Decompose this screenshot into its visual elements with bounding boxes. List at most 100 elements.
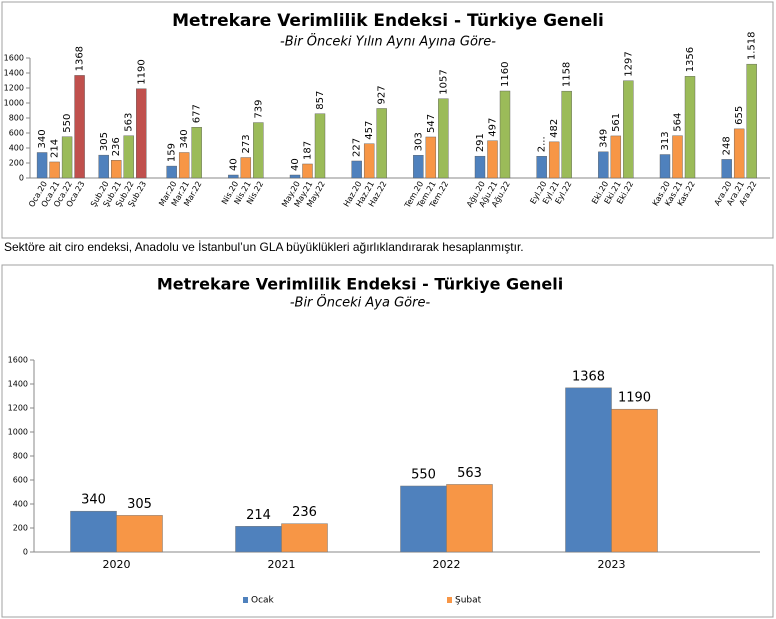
- y-tick-label: 0: [19, 174, 24, 183]
- value-label: 1368: [572, 369, 605, 384]
- bar: [123, 135, 134, 179]
- value-label: 1158: [562, 62, 573, 87]
- bar: [166, 165, 177, 179]
- note: Sektöre ait ciro endeksi, Anadolu ve İst…: [4, 240, 524, 254]
- y-tick-label: 1400: [4, 69, 24, 78]
- bar: [36, 152, 48, 179]
- chart-title: Metrekare Verimlilik Endeksi - Türkiye G…: [157, 275, 563, 294]
- bar: [235, 526, 282, 553]
- bar: [116, 515, 163, 553]
- chart-frame: [1, 1, 774, 239]
- bar: [561, 90, 572, 179]
- value-label: 236: [292, 505, 317, 520]
- chart-subtitle: -Bir Önceki Yılın Aynı Ayına Göre-: [280, 33, 496, 50]
- bar: [413, 155, 424, 179]
- bar: [302, 163, 313, 179]
- legend-swatch: [243, 597, 248, 603]
- bar: [178, 152, 190, 179]
- bar: [240, 157, 252, 179]
- bar: [400, 485, 447, 553]
- y-tick-label: 1600: [8, 356, 28, 365]
- bar: [548, 141, 560, 179]
- value-label: 1057: [438, 69, 449, 94]
- value-label: 214: [50, 139, 61, 158]
- value-label: 305: [127, 497, 152, 512]
- bar: [672, 135, 683, 179]
- value-label: 159: [167, 143, 178, 162]
- y-tick-label: 200: [9, 159, 24, 168]
- value-label: 457: [364, 121, 375, 140]
- value-label: 1160: [500, 62, 511, 87]
- chart-title: Metrekare Verimlilik Endeksi - Türkiye G…: [172, 11, 604, 31]
- legend-swatch: [447, 597, 452, 603]
- x-tick-label: 2023: [598, 558, 626, 571]
- bar: [610, 135, 622, 179]
- chart-subtitle: -Bir Önceki Aya Göre-: [290, 294, 431, 311]
- bar: [376, 108, 387, 179]
- value-label: 677: [192, 104, 203, 123]
- bar: [565, 387, 612, 553]
- bar: [314, 113, 326, 179]
- bar: [438, 98, 449, 179]
- bar: [474, 155, 486, 179]
- bar: [253, 122, 264, 179]
- legend-label: Şubat: [455, 596, 482, 606]
- bar: [191, 127, 202, 179]
- bar: [425, 136, 437, 179]
- y-tick-label: 200: [13, 524, 28, 533]
- value-label: 563: [457, 466, 482, 481]
- bar: [499, 90, 511, 179]
- value-label: 291: [475, 133, 486, 152]
- bar: [733, 128, 745, 179]
- value-label: 340: [37, 129, 48, 148]
- bar: [721, 159, 732, 179]
- value-label: 227: [352, 138, 363, 157]
- value-label: 1.518: [747, 32, 758, 61]
- bar: [74, 75, 85, 179]
- bar: [611, 408, 658, 553]
- value-label: 1356: [685, 47, 696, 72]
- y-tick-label: 400: [13, 500, 28, 509]
- value-label: 40: [228, 158, 239, 171]
- value-label: 497: [488, 118, 499, 137]
- value-label: 236: [111, 137, 122, 156]
- bar: [228, 174, 239, 179]
- bar: [598, 151, 609, 179]
- value-label: 561: [611, 113, 622, 132]
- y-tick-label: 800: [13, 452, 28, 461]
- value-label: 1190: [618, 391, 651, 406]
- value-label: 1297: [623, 51, 634, 76]
- bar: [136, 88, 147, 179]
- value-label: 273: [241, 134, 252, 153]
- x-tick-label: 2020: [103, 558, 131, 571]
- bar: [351, 160, 362, 179]
- x-tick-label: 2021: [268, 558, 296, 571]
- y-tick-label: 800: [9, 114, 24, 123]
- value-label: 248: [722, 136, 733, 155]
- value-label: 564: [673, 113, 684, 132]
- y-tick-label: 600: [9, 129, 24, 138]
- value-label: 349: [598, 129, 609, 148]
- value-label: 303: [413, 132, 424, 151]
- y-tick-label: 1000: [8, 428, 28, 437]
- bar: [49, 161, 60, 179]
- value-label: 187: [303, 141, 314, 160]
- y-tick-label: 400: [9, 144, 24, 153]
- bar: [70, 510, 117, 553]
- bar: [363, 143, 375, 179]
- value-label: 482: [549, 119, 560, 138]
- value-label: 40: [290, 158, 301, 171]
- y-tick-label: 1400: [8, 380, 28, 389]
- value-label: 305: [99, 132, 110, 151]
- value-label: 2...: [537, 136, 548, 152]
- bar: [536, 156, 547, 179]
- value-label: 1190: [136, 59, 147, 84]
- bar: [289, 174, 301, 179]
- x-tick-label: 2022: [433, 558, 461, 571]
- y-tick-label: 0: [23, 548, 28, 557]
- value-label: 1368: [75, 46, 86, 71]
- value-label: 857: [315, 91, 326, 110]
- bar: [746, 63, 757, 179]
- value-label: 340: [81, 493, 106, 508]
